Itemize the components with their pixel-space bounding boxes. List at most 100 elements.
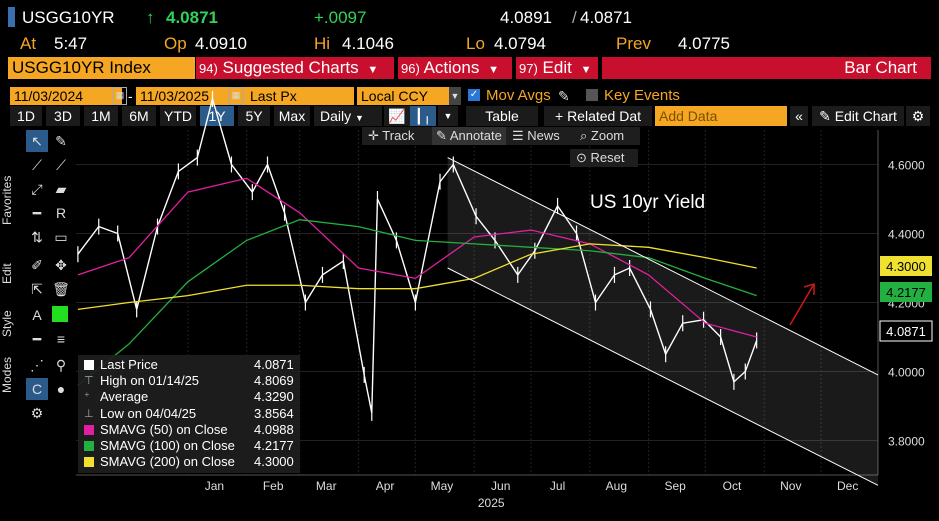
- x-tick-label: Sep: [664, 479, 686, 493]
- text-tool-icon[interactable]: A: [32, 307, 42, 323]
- hline-tool-icon[interactable]: ━: [32, 205, 42, 221]
- pencil-icon[interactable]: ✎: [558, 88, 570, 104]
- multicolor-mode-icon[interactable]: ●: [56, 381, 66, 397]
- annotate-button[interactable]: ✎ Annotate: [432, 127, 506, 145]
- start-date-field[interactable]: 11/03/2024: [10, 87, 122, 105]
- open-value: 4.0910: [195, 34, 247, 53]
- edit-menu[interactable]: 97) Edit ▼: [516, 57, 598, 79]
- related-data-button[interactable]: + Related Dat: [544, 106, 652, 126]
- legend-name: Last Price: [100, 357, 158, 372]
- actions-menu[interactable]: 96) Actions ▼: [398, 57, 512, 79]
- chart-annotation: US 10yr Yield: [590, 192, 705, 213]
- pencil-icon: ✎: [819, 108, 831, 124]
- legend-row: Last Price 4.0871: [78, 357, 300, 373]
- up-arrow-icon: ↑: [146, 8, 155, 27]
- range-button-1y[interactable]: 1Y: [200, 106, 234, 126]
- legend-value: 4.3290: [254, 389, 294, 405]
- ray-tool-icon[interactable]: ⟋: [56, 157, 66, 173]
- x-tick-label: Apr: [376, 479, 395, 493]
- key-events-checkbox[interactable]: [586, 89, 598, 101]
- legend-swatch: [84, 360, 94, 370]
- y-tick-label: 4.6000: [888, 159, 925, 173]
- gear-icon[interactable]: ⚙: [906, 106, 930, 126]
- collapse-icon[interactable]: «: [790, 106, 808, 126]
- annotate-tool-icon[interactable]: ✎: [55, 133, 67, 149]
- pointer-tool-icon[interactable]: ↖: [26, 130, 48, 152]
- range-button-3d[interactable]: 3D: [46, 106, 80, 126]
- tab-favorites[interactable]: Favorites: [0, 175, 14, 225]
- period-select[interactable]: Daily ▼: [314, 106, 382, 126]
- high-value: 4.1046: [342, 34, 394, 53]
- price-label: 4.3000: [886, 259, 926, 274]
- settings-gear-icon[interactable]: ⚙: [30, 405, 44, 421]
- select-tool-icon[interactable]: ⇱: [31, 281, 43, 297]
- zoom-button[interactable]: ⌕ Zoom: [580, 127, 624, 145]
- add-data-input[interactable]: Add Data: [655, 106, 787, 126]
- range-button-6m[interactable]: 6M: [122, 106, 156, 126]
- line-tool-icon[interactable]: ⟋: [32, 157, 42, 173]
- net-change: +.0097: [314, 8, 367, 27]
- currency-select[interactable]: Local CCY: [357, 87, 455, 105]
- edit-chart-button[interactable]: ✎ Edit Chart: [812, 106, 904, 126]
- chevron-down-icon: ▼: [488, 64, 499, 76]
- tab-modes[interactable]: Modes: [0, 356, 14, 394]
- fib-tool-icon[interactable]: ⇅: [31, 229, 43, 245]
- legend-name: Average: [100, 389, 149, 405]
- red-arrow-head-icon: [803, 282, 815, 295]
- suggested-charts-menu[interactable]: 94) Suggested Charts ▼: [196, 57, 394, 79]
- y-tick-label: 4.0000: [888, 366, 925, 380]
- reset-button[interactable]: ⊙ Reset: [570, 149, 638, 167]
- color-swatch-icon[interactable]: [52, 306, 68, 322]
- tab-edit[interactable]: Edit: [0, 263, 14, 285]
- mov-avgs-checkbox[interactable]: ✓: [468, 89, 480, 101]
- x-axis-year-label: 2025: [478, 496, 505, 510]
- bid-price: 4.0891: [500, 8, 552, 27]
- range-button-1m[interactable]: 1M: [84, 106, 118, 126]
- range-button-ytd[interactable]: YTD: [160, 106, 196, 126]
- chevron-down-icon: ▼: [580, 64, 592, 76]
- tab-style[interactable]: Style: [0, 310, 14, 338]
- annotate-icon: ✎: [436, 128, 447, 143]
- low-label: Lo: [466, 34, 485, 53]
- bar-chart-icon[interactable]: ┃╷: [410, 106, 436, 126]
- crosshair-mode-icon[interactable]: ⋰: [30, 357, 44, 373]
- legend-name: Low on 04/04/25: [100, 405, 197, 421]
- compare-mode-icon[interactable]: C: [26, 378, 48, 400]
- time-value: 5:47: [54, 34, 88, 53]
- range-button-max[interactable]: Max: [274, 106, 310, 126]
- y-tick-label: 4.4000: [888, 228, 925, 242]
- price-label-box: [879, 320, 933, 342]
- y-tick-label: 4.2000: [888, 297, 925, 311]
- move-tool-icon[interactable]: ✥: [55, 257, 67, 273]
- line-width-icon[interactable]: ≡: [56, 331, 66, 347]
- line-chart-icon[interactable]: 📈: [384, 106, 410, 126]
- news-button[interactable]: ☰ News: [512, 127, 560, 145]
- x-tick-label: Jan: [205, 479, 224, 493]
- suggested-label: Suggested Charts: [222, 58, 359, 77]
- news-label: News: [527, 128, 560, 143]
- trend-tool-icon[interactable]: ⤢: [31, 181, 43, 197]
- time-label: At: [20, 34, 37, 53]
- range-button-5y[interactable]: 5Y: [238, 106, 270, 126]
- channel-tool-icon[interactable]: ▰: [55, 181, 67, 197]
- chart-type-label: Bar Chart: [844, 58, 917, 77]
- track-button[interactable]: ✛ Track: [368, 127, 414, 145]
- currency-dropdown-icon[interactable]: ▼: [449, 87, 461, 105]
- brush-tool-icon[interactable]: ✐: [31, 257, 43, 273]
- security-field[interactable]: USGG10YR Index: [8, 57, 195, 79]
- range-button-1d[interactable]: 1D: [10, 106, 42, 126]
- magnet-mode-icon[interactable]: ⚲: [55, 357, 67, 373]
- calendar-icon[interactable]: ▦: [113, 87, 127, 105]
- price-label: 4.0871: [886, 324, 926, 339]
- rectangle-tool-icon[interactable]: ▭: [54, 229, 68, 245]
- chart-style-dropdown[interactable]: ▼: [438, 106, 458, 126]
- table-label: Table: [485, 108, 519, 124]
- line-style-icon[interactable]: ━: [32, 331, 42, 347]
- trash-icon[interactable]: 🗑: [52, 281, 70, 297]
- calendar-icon[interactable]: ▦: [229, 87, 243, 105]
- field-select[interactable]: Last Px: [246, 87, 354, 105]
- last-price: 4.0871: [166, 8, 218, 27]
- retracement-tool-icon[interactable]: R: [55, 205, 67, 221]
- legend-row: ⊤ High on 01/14/25 4.8069: [78, 373, 300, 389]
- table-button[interactable]: Table: [466, 106, 538, 126]
